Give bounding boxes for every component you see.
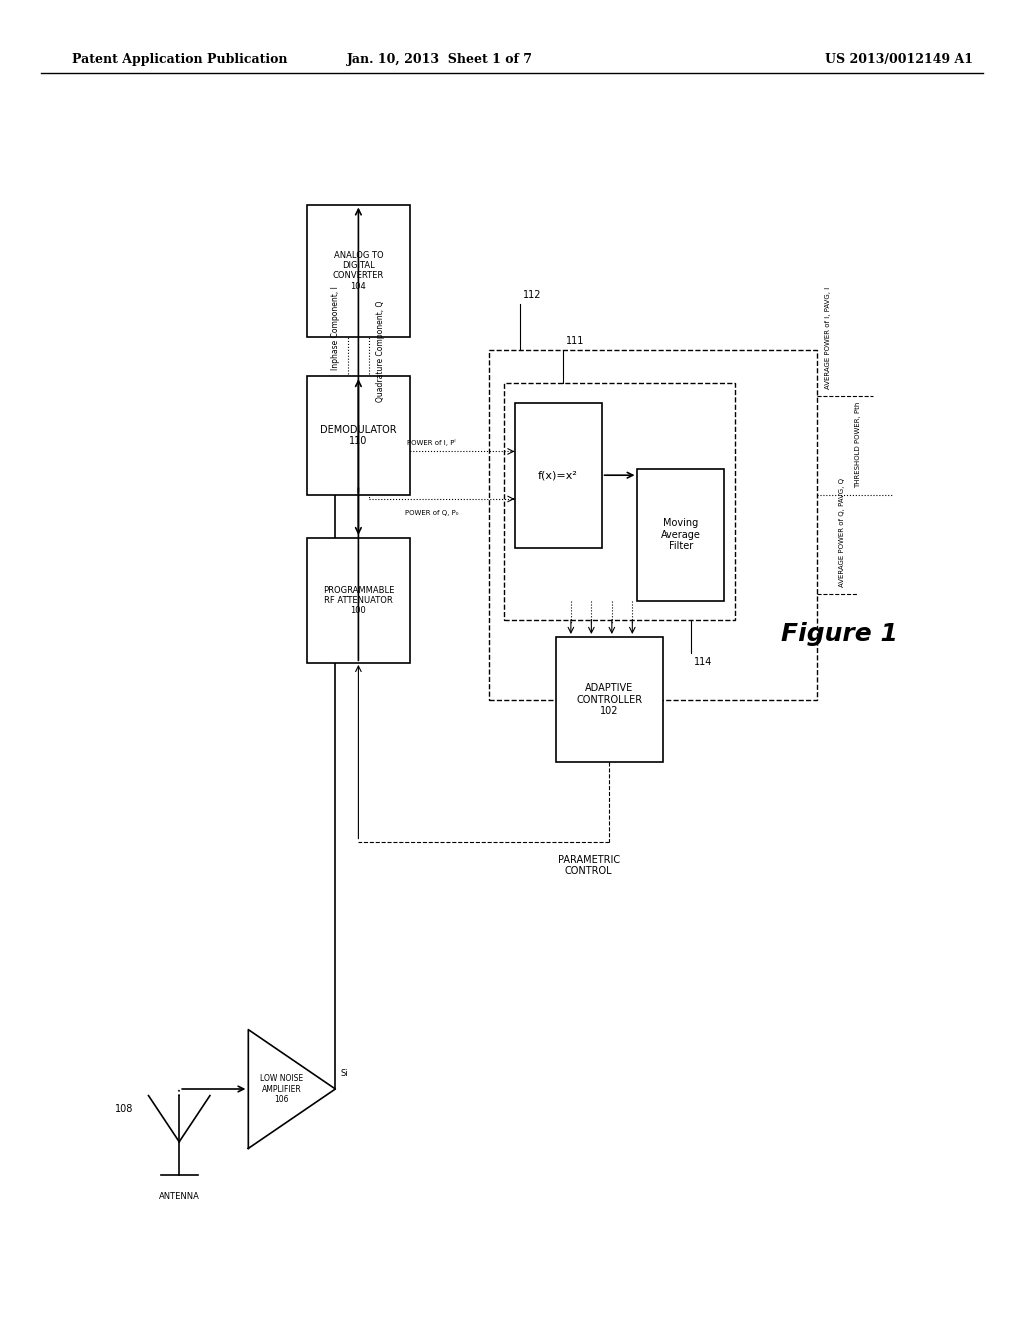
Text: Si: Si xyxy=(340,1069,348,1078)
Text: Patent Application Publication: Patent Application Publication xyxy=(72,53,287,66)
Text: ADAPTIVE
CONTROLLER
102: ADAPTIVE CONTROLLER 102 xyxy=(577,682,642,717)
Text: LOW NOISE
AMPLIFIER
106: LOW NOISE AMPLIFIER 106 xyxy=(260,1074,303,1104)
Text: f(x)=x²: f(x)=x² xyxy=(539,470,578,480)
Text: POWER of I, Pᴵ: POWER of I, Pᴵ xyxy=(408,440,456,446)
Text: Moving
Average
Filter: Moving Average Filter xyxy=(662,517,700,552)
Bar xyxy=(307,376,410,495)
Text: PARAMETRIC
CONTROL: PARAMETRIC CONTROL xyxy=(558,855,620,876)
Text: 114: 114 xyxy=(694,657,713,668)
Text: POWER of Q, P₀: POWER of Q, P₀ xyxy=(404,510,458,516)
Text: AVERAGE POWER of I, PAVG, I: AVERAGE POWER of I, PAVG, I xyxy=(825,288,830,389)
Text: PROGRAMMABLE
RF ATTENUATOR
100: PROGRAMMABLE RF ATTENUATOR 100 xyxy=(323,586,394,615)
Text: 108: 108 xyxy=(115,1104,133,1114)
Text: ANTENNA: ANTENNA xyxy=(159,1192,200,1201)
Text: DEMODULATOR
110: DEMODULATOR 110 xyxy=(321,425,396,446)
Bar xyxy=(307,539,410,663)
Text: Quadrature Component, Q: Quadrature Component, Q xyxy=(377,301,385,403)
Text: Figure 1: Figure 1 xyxy=(781,622,898,645)
Bar xyxy=(307,205,410,337)
Bar xyxy=(555,638,664,763)
Bar xyxy=(505,383,735,620)
Text: THRESHOLD POWER, Pth: THRESHOLD POWER, Pth xyxy=(856,403,861,488)
Text: ANALOG TO
DIGITAL
CONVERTER
104: ANALOG TO DIGITAL CONVERTER 104 xyxy=(333,251,384,290)
Bar xyxy=(637,469,725,601)
Text: Inphase Component, I: Inphase Component, I xyxy=(332,286,340,370)
Text: US 2013/0012149 A1: US 2013/0012149 A1 xyxy=(824,53,973,66)
Bar xyxy=(489,350,817,700)
Text: Jan. 10, 2013  Sheet 1 of 7: Jan. 10, 2013 Sheet 1 of 7 xyxy=(347,53,534,66)
Text: AVERAGE POWER of Q, PAVG, Q: AVERAGE POWER of Q, PAVG, Q xyxy=(840,478,845,587)
Text: 112: 112 xyxy=(523,289,542,300)
Bar xyxy=(515,403,602,548)
Text: 111: 111 xyxy=(566,335,585,346)
